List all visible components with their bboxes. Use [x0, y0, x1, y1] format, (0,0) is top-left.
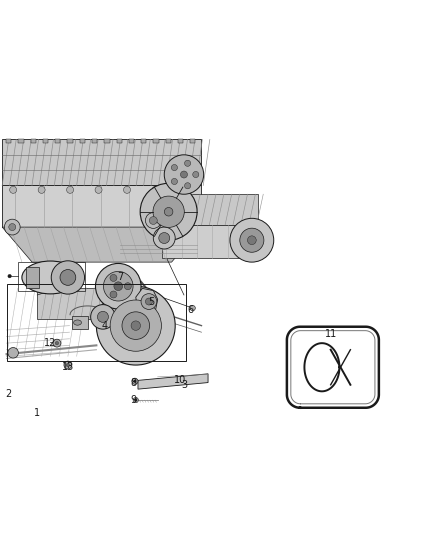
- Circle shape: [131, 321, 141, 330]
- Polygon shape: [2, 227, 201, 262]
- Circle shape: [132, 378, 138, 384]
- Circle shape: [152, 187, 159, 193]
- Circle shape: [91, 304, 115, 329]
- Circle shape: [122, 312, 149, 340]
- Circle shape: [190, 305, 195, 311]
- Circle shape: [124, 187, 131, 193]
- Circle shape: [247, 236, 256, 245]
- Text: 13: 13: [62, 362, 74, 372]
- Text: 3: 3: [181, 379, 187, 390]
- Bar: [2, 185, 201, 227]
- Bar: [162, 194, 258, 225]
- Text: 10: 10: [173, 375, 186, 385]
- Circle shape: [8, 348, 18, 358]
- Circle shape: [159, 232, 170, 244]
- Circle shape: [67, 187, 74, 193]
- Circle shape: [133, 398, 138, 403]
- Circle shape: [110, 274, 117, 281]
- Bar: [153, 139, 159, 143]
- Text: 12: 12: [44, 338, 57, 348]
- Polygon shape: [136, 288, 158, 314]
- Circle shape: [64, 361, 72, 369]
- Bar: [72, 317, 88, 329]
- Bar: [141, 139, 146, 143]
- Circle shape: [134, 380, 136, 383]
- Bar: [18, 139, 24, 143]
- Circle shape: [51, 261, 85, 294]
- Circle shape: [180, 171, 187, 178]
- Bar: [43, 139, 48, 143]
- Text: 9: 9: [131, 395, 137, 405]
- Text: 11: 11: [325, 329, 337, 340]
- Ellipse shape: [74, 320, 81, 325]
- Circle shape: [4, 219, 20, 235]
- Bar: [92, 139, 97, 143]
- Bar: [6, 139, 11, 143]
- Ellipse shape: [22, 261, 79, 294]
- Circle shape: [110, 300, 161, 351]
- Circle shape: [149, 216, 157, 224]
- Circle shape: [184, 160, 191, 166]
- Circle shape: [66, 364, 70, 367]
- Circle shape: [171, 179, 177, 184]
- Circle shape: [95, 187, 102, 193]
- Circle shape: [180, 187, 187, 193]
- Text: 6: 6: [187, 305, 194, 316]
- Circle shape: [95, 263, 141, 309]
- Text: 7: 7: [117, 272, 124, 282]
- Bar: [166, 139, 171, 143]
- Circle shape: [164, 155, 204, 194]
- Bar: [37, 288, 113, 319]
- Circle shape: [10, 187, 17, 193]
- Circle shape: [193, 172, 199, 177]
- Circle shape: [53, 339, 61, 347]
- Bar: [67, 139, 73, 143]
- Text: 2: 2: [5, 389, 11, 399]
- Circle shape: [8, 274, 11, 278]
- Text: 1: 1: [34, 408, 40, 418]
- Circle shape: [124, 282, 131, 290]
- Circle shape: [114, 282, 123, 290]
- Circle shape: [96, 286, 175, 365]
- Circle shape: [153, 196, 184, 228]
- Circle shape: [38, 187, 45, 193]
- Bar: [18, 262, 85, 290]
- Bar: [178, 139, 183, 143]
- Bar: [55, 139, 60, 143]
- Text: 4: 4: [102, 321, 108, 330]
- Circle shape: [171, 165, 177, 171]
- Circle shape: [103, 271, 133, 301]
- Polygon shape: [26, 266, 39, 288]
- Text: 8: 8: [131, 377, 137, 387]
- Circle shape: [145, 298, 152, 305]
- Bar: [162, 225, 258, 258]
- Bar: [7, 284, 186, 361]
- Circle shape: [60, 270, 76, 285]
- Circle shape: [97, 311, 109, 322]
- Circle shape: [134, 399, 137, 401]
- Bar: [117, 139, 122, 143]
- Circle shape: [230, 219, 274, 262]
- Bar: [104, 139, 110, 143]
- Bar: [80, 139, 85, 143]
- Polygon shape: [138, 374, 208, 389]
- Circle shape: [164, 207, 173, 216]
- Circle shape: [110, 291, 117, 298]
- Circle shape: [145, 213, 161, 229]
- Circle shape: [9, 223, 16, 231]
- Text: 5: 5: [148, 296, 154, 306]
- Bar: [31, 139, 36, 143]
- Circle shape: [141, 294, 157, 310]
- Circle shape: [240, 228, 264, 252]
- Bar: [2, 140, 201, 185]
- Bar: [190, 139, 195, 143]
- Circle shape: [140, 183, 197, 240]
- Bar: [129, 139, 134, 143]
- Circle shape: [55, 342, 59, 345]
- Circle shape: [184, 183, 191, 189]
- Circle shape: [153, 227, 175, 249]
